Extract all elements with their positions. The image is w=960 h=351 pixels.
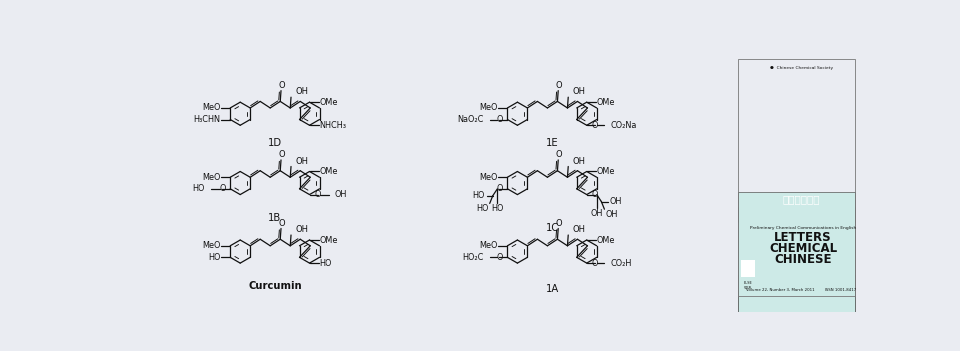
Text: O: O: [556, 81, 563, 90]
Text: HO: HO: [476, 204, 489, 213]
Text: MeO: MeO: [479, 173, 497, 182]
Text: OH: OH: [610, 197, 622, 206]
Text: OH: OH: [605, 210, 617, 219]
Text: O: O: [556, 219, 563, 227]
Text: HO: HO: [472, 191, 484, 200]
Text: HO₂C: HO₂C: [462, 253, 484, 262]
Text: MeO: MeO: [479, 104, 497, 112]
Text: ELSE
VIER: ELSE VIER: [743, 281, 752, 290]
Text: NaO₂C: NaO₂C: [457, 115, 484, 124]
Text: OMe: OMe: [320, 167, 338, 176]
Text: HO: HO: [492, 204, 504, 213]
Text: MeO: MeO: [202, 104, 220, 112]
Text: O: O: [496, 184, 503, 193]
Bar: [738, 207, 855, 222]
Text: CO₂Na: CO₂Na: [611, 121, 636, 130]
Text: OH: OH: [573, 87, 586, 96]
Text: 1A: 1A: [545, 284, 559, 293]
Text: MeO: MeO: [479, 241, 497, 250]
Bar: [738, 275, 855, 343]
Text: HO: HO: [320, 259, 332, 267]
Text: NHCH₃: NHCH₃: [320, 121, 347, 130]
Text: 1C: 1C: [545, 223, 559, 233]
Text: OH: OH: [573, 225, 586, 234]
Text: Volume 22, Number 3, March 2011        ISSN 1001-8417: Volume 22, Number 3, March 2011 ISSN 100…: [746, 288, 856, 292]
Text: O: O: [278, 219, 285, 227]
Text: OMe: OMe: [597, 98, 615, 107]
Bar: [741, 260, 755, 277]
Text: OH: OH: [590, 209, 603, 218]
Text: MeO: MeO: [202, 173, 220, 182]
Text: Curcumin: Curcumin: [248, 281, 301, 291]
Text: OMe: OMe: [320, 236, 338, 245]
Text: O: O: [496, 253, 503, 262]
Text: O: O: [591, 190, 597, 199]
Bar: [738, 192, 855, 324]
Text: 1B: 1B: [268, 213, 281, 223]
Text: ●  Chinese Chemical Society: ● Chinese Chemical Society: [770, 66, 833, 70]
Text: O: O: [496, 115, 503, 124]
Text: CHINESE: CHINESE: [775, 253, 831, 266]
Bar: [738, 296, 855, 318]
Text: OH: OH: [296, 87, 309, 96]
Text: O: O: [591, 259, 597, 267]
Text: OH: OH: [296, 225, 309, 234]
Text: HO: HO: [207, 253, 220, 262]
Text: OH: OH: [296, 157, 309, 166]
Text: OMe: OMe: [597, 167, 615, 176]
Text: O: O: [278, 150, 285, 159]
Text: 1E: 1E: [545, 138, 559, 148]
Text: OMe: OMe: [597, 236, 615, 245]
Text: MeO: MeO: [202, 241, 220, 250]
Text: CO₂H: CO₂H: [611, 259, 632, 267]
Text: O: O: [314, 190, 321, 199]
Text: LETTERS: LETTERS: [775, 231, 832, 244]
Text: 1D: 1D: [268, 138, 282, 148]
Text: 中国化学快报: 中国化学快报: [782, 194, 820, 204]
Text: O: O: [278, 81, 285, 90]
Text: OH: OH: [335, 190, 348, 199]
Text: Preliminary Chemical Communications in English: Preliminary Chemical Communications in E…: [750, 226, 856, 231]
Text: O: O: [556, 150, 563, 159]
Text: OH: OH: [573, 157, 586, 166]
Text: HO: HO: [192, 184, 204, 193]
Text: CHEMICAL: CHEMICAL: [769, 242, 837, 255]
Text: OMe: OMe: [320, 98, 338, 107]
Text: H₃CHN: H₃CHN: [193, 115, 220, 124]
Text: O: O: [219, 184, 226, 193]
Bar: [738, 59, 855, 296]
Text: O: O: [591, 121, 597, 130]
